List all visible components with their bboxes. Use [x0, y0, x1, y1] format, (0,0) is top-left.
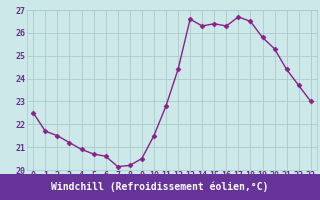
Text: Windchill (Refroidissement éolien,°C): Windchill (Refroidissement éolien,°C) — [51, 182, 269, 192]
